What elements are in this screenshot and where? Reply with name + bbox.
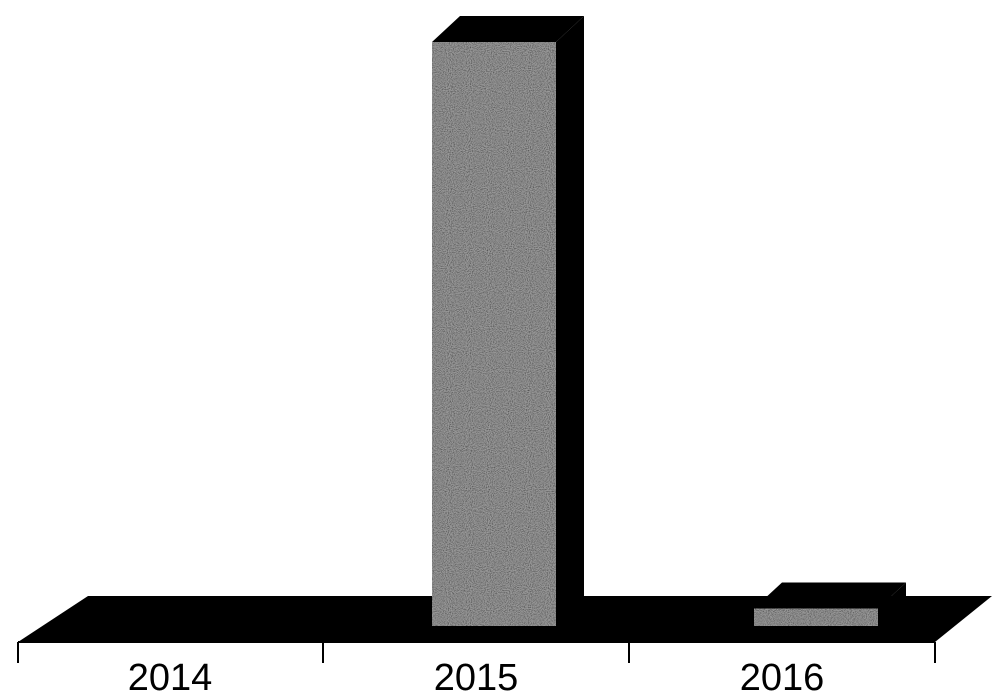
bar-front-2016 bbox=[754, 608, 878, 626]
bar-side-2015 bbox=[556, 16, 584, 626]
x-tick-label-2015: 2015 bbox=[434, 657, 519, 697]
x-tick-label-2014: 2014 bbox=[128, 657, 213, 697]
bar-top-2015 bbox=[432, 16, 584, 42]
bars-layer bbox=[432, 16, 906, 626]
bar-2016 bbox=[754, 582, 906, 626]
bar-side-2016 bbox=[878, 582, 906, 626]
bar-2015 bbox=[432, 16, 584, 626]
bar-front-2015 bbox=[432, 42, 556, 626]
bar-top-2016 bbox=[754, 582, 906, 609]
x-tick-label-2016: 2016 bbox=[740, 657, 825, 697]
